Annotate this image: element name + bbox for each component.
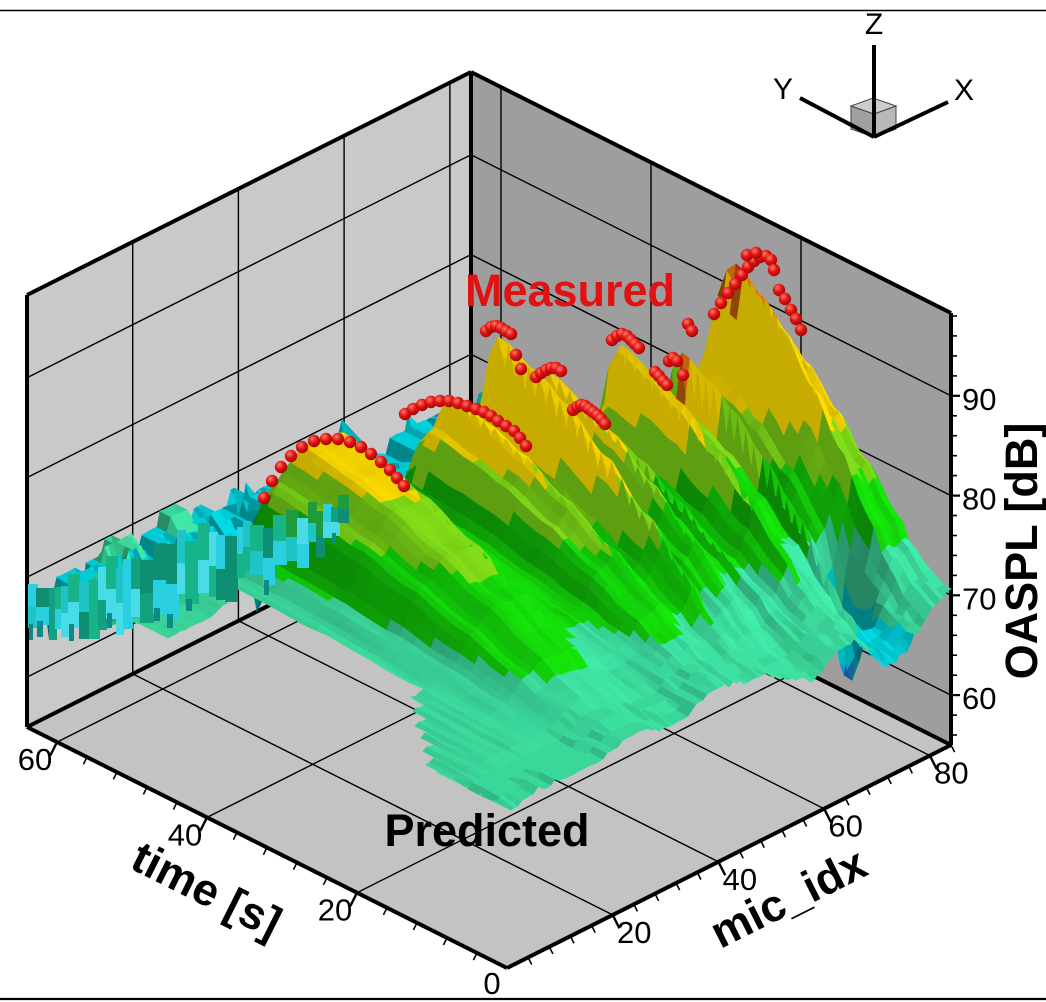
svg-text:Y: Y — [773, 73, 793, 106]
svg-text:0: 0 — [483, 966, 500, 1001]
svg-text:OASPL [dB]: OASPL [dB] — [996, 423, 1046, 680]
svg-text:60: 60 — [828, 809, 862, 844]
svg-text:20: 20 — [617, 915, 651, 950]
svg-text:Z: Z — [865, 8, 883, 41]
svg-text:40: 40 — [168, 817, 202, 852]
svg-text:20: 20 — [318, 893, 352, 928]
svg-text:X: X — [954, 74, 974, 107]
svg-text:60: 60 — [962, 681, 996, 716]
svg-text:60: 60 — [18, 742, 52, 777]
svg-text:Measured: Measured — [465, 265, 675, 316]
svg-text:70: 70 — [962, 581, 996, 616]
svg-text:40: 40 — [723, 862, 757, 897]
svg-text:80: 80 — [962, 482, 996, 517]
svg-text:90: 90 — [962, 382, 996, 417]
svg-text:80: 80 — [934, 756, 968, 791]
svg-text:Predicted: Predicted — [384, 805, 589, 856]
